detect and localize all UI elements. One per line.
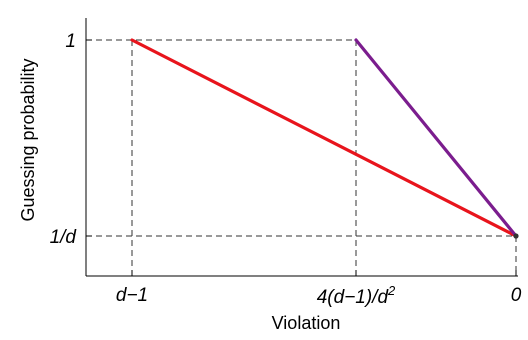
axes <box>85 18 518 277</box>
x-tick-label-middle-sup: 2 <box>387 283 396 298</box>
x-tick-label-first: d−1 <box>116 285 148 306</box>
x-tick-label-middle: 4(d−1)/d2 <box>317 283 396 308</box>
x-tick-label-middle-base: 4(d−1)/d <box>317 287 390 308</box>
y-tick-label-top: 1 <box>65 31 76 52</box>
series-layer <box>130 38 519 239</box>
y-axis-title: Guessing probability <box>18 58 38 221</box>
series-purple-line <box>354 38 518 238</box>
y-tick-label-bottom: 1/d <box>50 227 78 248</box>
series-end-point <box>513 233 519 239</box>
x-tick-label-last: 0 <box>511 285 522 306</box>
x-axis-title: Violation <box>272 313 341 333</box>
series-red-line <box>130 38 518 238</box>
